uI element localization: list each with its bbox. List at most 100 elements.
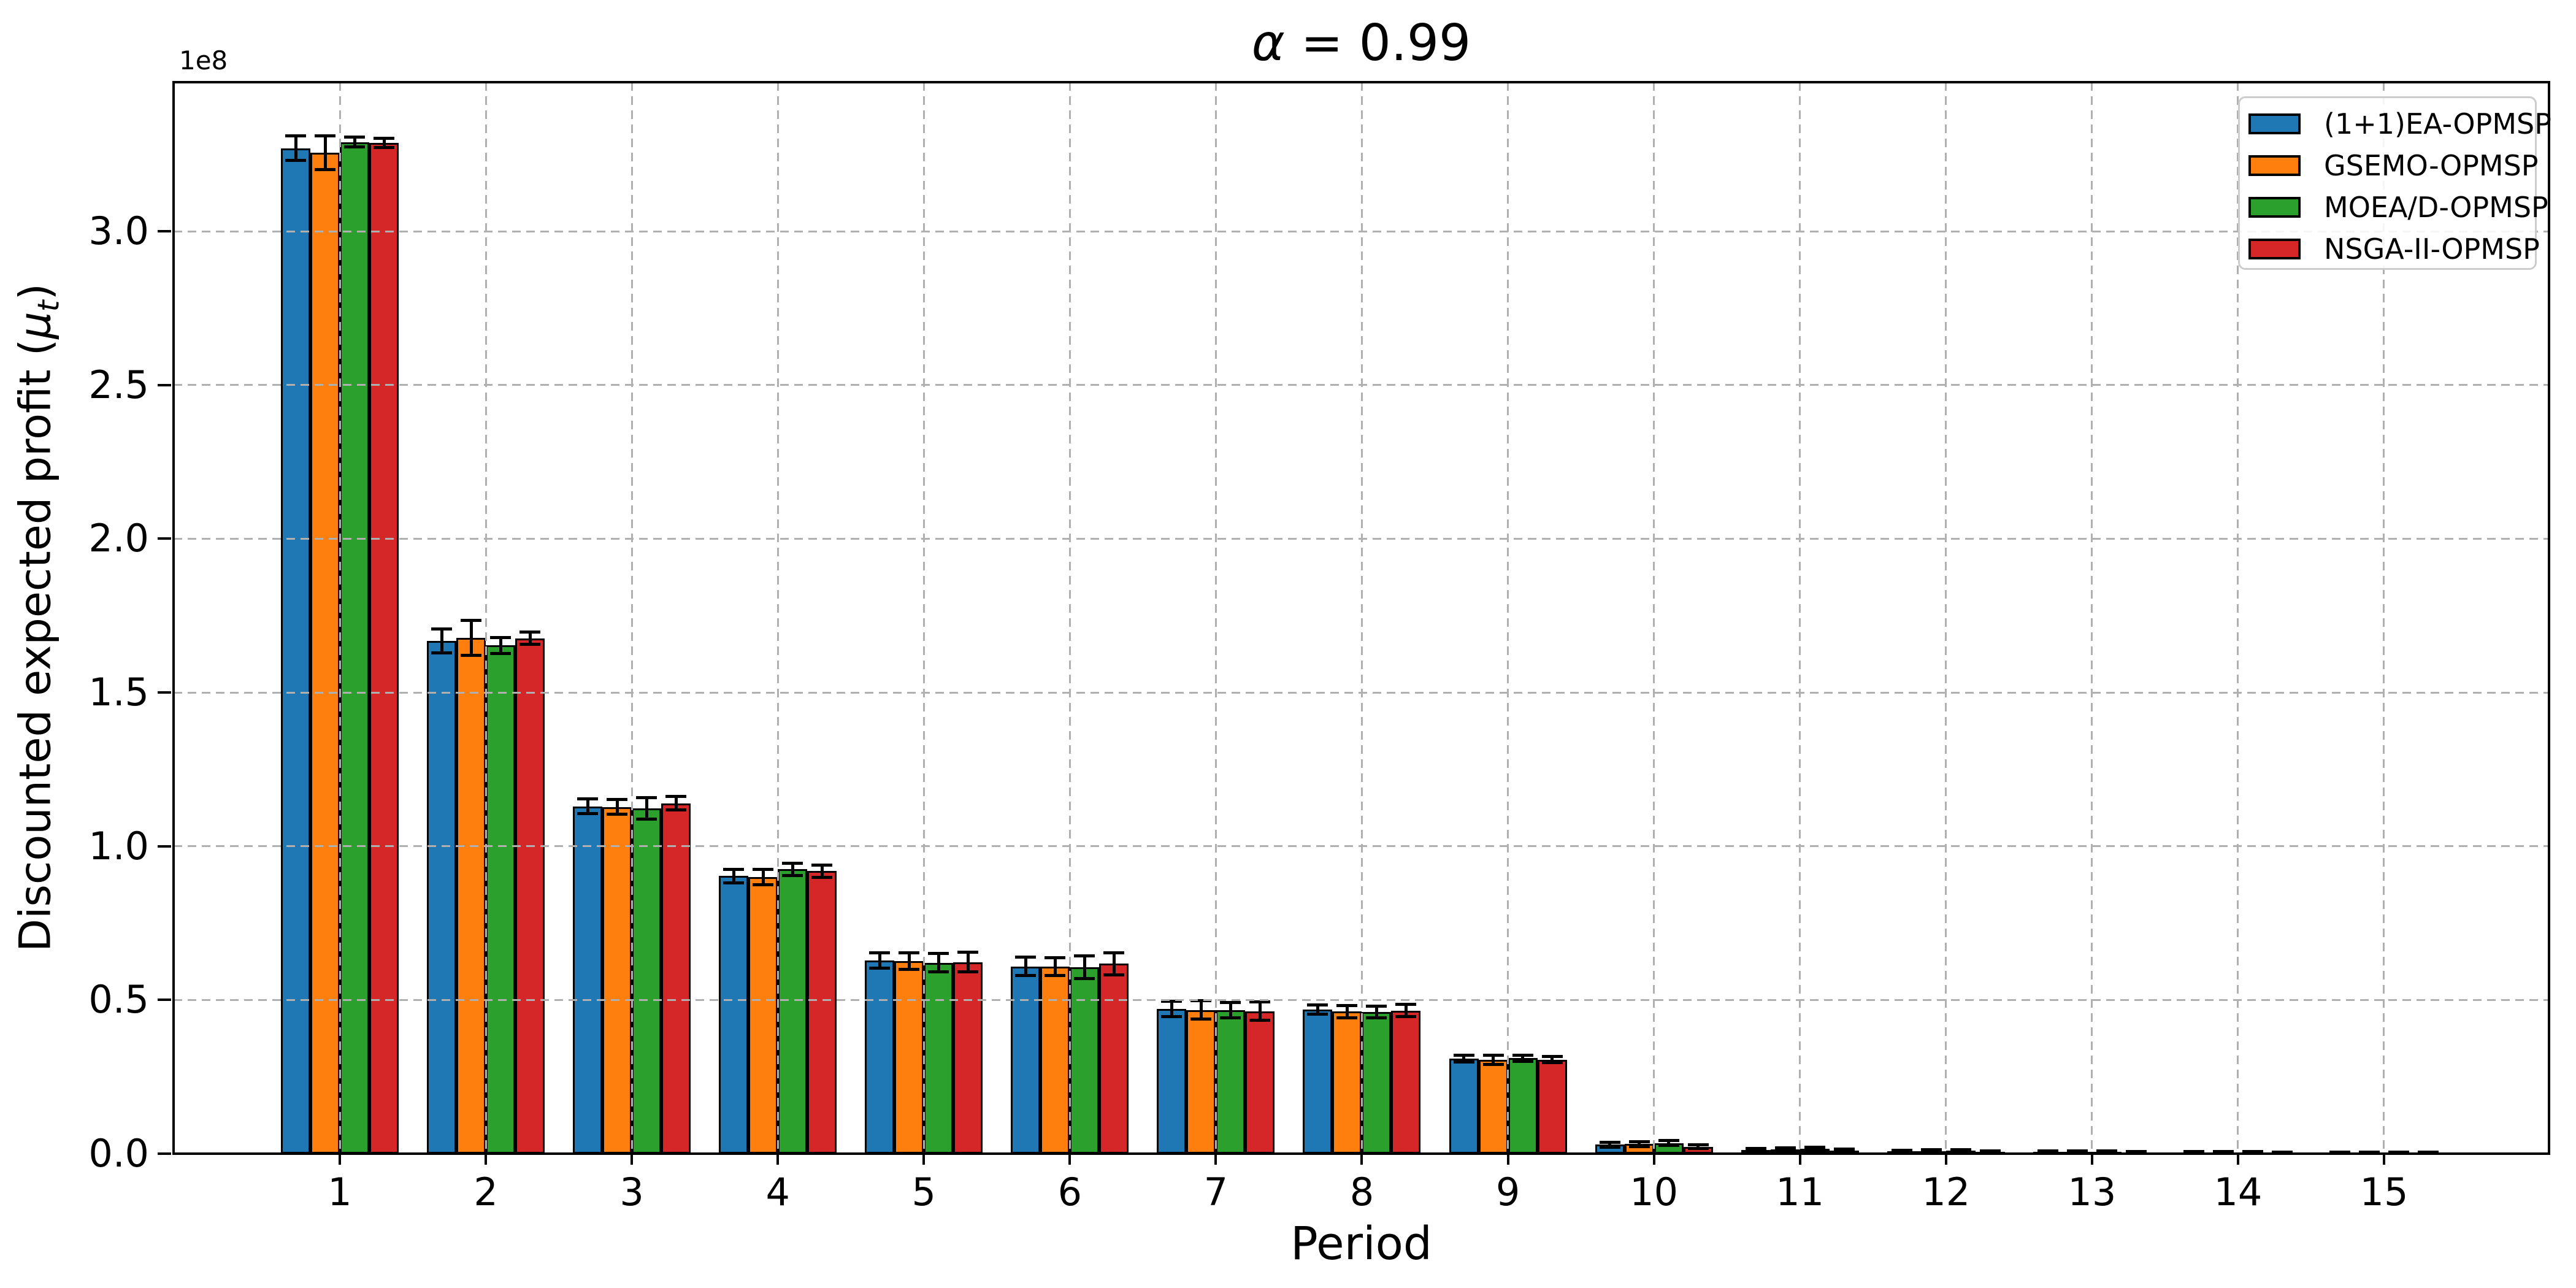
error-bar — [323, 136, 327, 170]
error-bar-cap-top — [1045, 956, 1066, 960]
error-bar-cap-top — [1541, 1055, 1563, 1059]
bar-period-5-series-3 — [953, 962, 983, 1154]
error-bar-cap-top — [1599, 1140, 1620, 1144]
error-bar — [528, 632, 532, 645]
error-bar-cap-bottom — [1599, 1145, 1620, 1149]
x-tick — [1214, 1155, 1217, 1165]
error-bar-cap-bottom — [1161, 1014, 1183, 1018]
error-bar-cap-bottom — [1950, 1150, 1971, 1154]
vertical-gridline — [2237, 82, 2239, 1154]
error-bar — [1170, 1001, 1173, 1017]
error-bar-cap-bottom — [811, 875, 833, 879]
title-equation: = 0.99 — [1284, 14, 1471, 72]
bar-period-8-series-3 — [1391, 1010, 1421, 1154]
error-bar — [937, 953, 940, 972]
x-tick-label: 13 — [2068, 1170, 2117, 1214]
bar-period-6-series-2 — [1070, 967, 1100, 1154]
y-tick-label: 2.5 — [88, 362, 149, 407]
vertical-gridline — [631, 82, 633, 1154]
vertical-gridline — [1507, 82, 1509, 1154]
error-bar-cap-top — [461, 618, 482, 622]
x-tick — [776, 1155, 780, 1165]
y-axis-label-subscript: t — [31, 300, 66, 312]
x-tick-label: 12 — [1922, 1170, 1971, 1214]
vertical-gridline — [339, 82, 341, 1154]
y-tick — [158, 691, 171, 694]
plot-area: 0.0 0.5 1.0 1.5 2.0 2.5 3.0 1 2 3 4 5 6 7 8 9 10 11 12 13 14… — [88, 82, 2549, 1214]
error-bar-cap-bottom — [2212, 1151, 2234, 1155]
bar-period-2-series-2 — [486, 645, 516, 1154]
error-bar-cap-top — [1220, 1000, 1241, 1004]
error-bar-cap-top — [957, 951, 979, 954]
error-bar — [615, 799, 619, 815]
error-bar-cap-top — [1249, 1000, 1271, 1004]
bar-period-5-series-2 — [924, 962, 954, 1154]
legend-entry: NSGA-II-OPMSP — [2248, 232, 2540, 266]
bar-period-8-series-1 — [1332, 1011, 1362, 1154]
y-tick — [158, 999, 171, 1002]
error-bar-cap-bottom — [723, 881, 745, 884]
bar-period-9-series-1 — [1478, 1059, 1508, 1154]
error-bar-cap-top — [344, 136, 365, 139]
error-bar — [1608, 1142, 1612, 1148]
error-bar-cap-top — [1833, 1148, 1855, 1151]
legend-label: (1+1)EA-OPMSP — [2324, 107, 2551, 140]
error-bar — [1813, 1147, 1817, 1151]
bar-period-4-series-1 — [748, 876, 778, 1154]
error-bar-cap-bottom — [461, 653, 482, 657]
error-bar-cap-bottom — [1249, 1019, 1271, 1022]
error-bar-cap-bottom — [2066, 1151, 2088, 1155]
y-tick — [158, 1152, 171, 1155]
error-bar-cap-top — [1482, 1053, 1504, 1057]
error-bar-cap-top — [811, 863, 833, 867]
error-bar — [440, 629, 443, 653]
y-tick-label: 0.5 — [88, 977, 149, 1022]
error-bar — [878, 953, 881, 968]
bar-period-9-series-0 — [1449, 1058, 1479, 1154]
error-bar-cap-bottom — [1628, 1144, 1650, 1148]
error-bar-cap-bottom — [665, 808, 687, 812]
error-bar-cap-bottom — [957, 970, 979, 974]
error-bar-cap-top — [577, 797, 599, 800]
bar-period-7-series-3 — [1245, 1011, 1275, 1154]
error-bar-cap-bottom — [2096, 1151, 2117, 1154]
error-bar — [1199, 1000, 1203, 1019]
error-bar-cap-top — [2096, 1149, 2117, 1152]
error-bar-cap-top — [1366, 1004, 1387, 1008]
error-bar — [586, 799, 589, 814]
bar-period-9-series-3 — [1537, 1059, 1567, 1154]
error-bar-cap-bottom — [1745, 1149, 1766, 1153]
bar-period-4-series-2 — [778, 869, 808, 1154]
error-bar — [907, 953, 911, 970]
error-bar — [1374, 1006, 1378, 1018]
bar-period-1-series-2 — [340, 142, 369, 1154]
vertical-gridline — [1214, 82, 1217, 1154]
error-bar-cap-top — [1512, 1053, 1533, 1057]
bar-period-3-series-2 — [632, 808, 662, 1154]
bar-period-2-series-1 — [456, 637, 486, 1154]
error-bar-cap-bottom — [1891, 1151, 1912, 1154]
error-bar-cap-bottom — [1336, 1016, 1358, 1019]
title-alpha: α — [1251, 14, 1285, 72]
error-bar-cap-bottom — [1366, 1016, 1387, 1019]
bar-period-8-series-0 — [1303, 1010, 1333, 1154]
error-bar-cap-bottom — [607, 813, 628, 816]
error-bar — [761, 869, 765, 885]
error-bar — [469, 620, 473, 656]
x-tick — [1360, 1155, 1363, 1165]
error-bar-cap-bottom — [285, 159, 306, 163]
error-bar-cap-bottom — [577, 812, 599, 816]
y-tick-label: 1.0 — [88, 823, 149, 868]
error-bar-cap-top — [374, 137, 394, 140]
y-tick — [158, 383, 171, 386]
error-bar-cap-top — [1307, 1003, 1328, 1007]
error-bar-cap-bottom — [1103, 973, 1125, 976]
legend-swatch-icon — [2248, 155, 2301, 176]
error-bar-cap-bottom — [636, 818, 657, 821]
error-bar — [1667, 1140, 1671, 1146]
x-tick-label: 11 — [1776, 1170, 1825, 1214]
x-tick — [922, 1155, 926, 1165]
error-bar-cap-bottom — [315, 168, 335, 172]
error-bar-cap-top — [1745, 1146, 1766, 1150]
